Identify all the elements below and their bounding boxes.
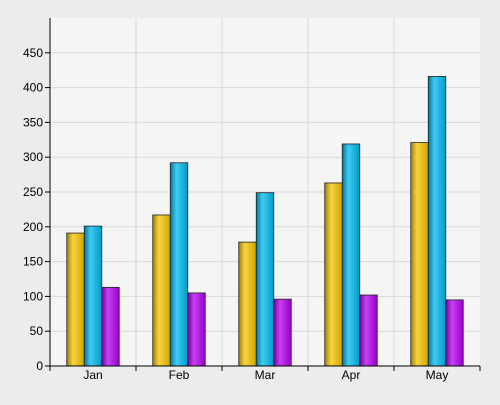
bar-apr-1 <box>341 143 361 367</box>
x-tick-labels: Jan Feb Mar Apr May <box>83 368 448 382</box>
bar-mar-0 <box>238 241 257 367</box>
bar-mar-2 <box>273 298 292 367</box>
x-tick-label: Mar <box>255 368 276 382</box>
y-tick-label: 250 <box>23 185 43 199</box>
y-tick-labels: 0 50 100 150 200 250 300 350 400 450 <box>23 46 43 373</box>
bar-jan-1 <box>83 225 103 367</box>
y-tick-label: 350 <box>23 115 43 129</box>
bar-feb-2 <box>187 292 206 367</box>
bar-jan-0 <box>66 232 85 367</box>
y-tick-label: 0 <box>36 359 43 373</box>
bar-may-2 <box>445 299 464 367</box>
bar-may-1 <box>427 76 447 367</box>
bar-feb-0 <box>152 214 171 367</box>
y-tick-label: 100 <box>23 289 43 303</box>
x-tick-label: Feb <box>169 368 190 382</box>
bar-jan-2 <box>101 286 120 367</box>
y-tick-label: 450 <box>23 46 43 60</box>
bar-apr-2 <box>359 294 378 367</box>
bar-feb-1 <box>169 162 189 367</box>
bar-may-0 <box>410 142 429 367</box>
axes <box>45 18 481 371</box>
y-tick-label: 300 <box>23 150 43 164</box>
x-tick-label: May <box>426 368 449 382</box>
y-tick-label: 400 <box>23 81 43 95</box>
y-tick-label: 50 <box>30 324 44 338</box>
x-tick-label: Apr <box>342 368 361 382</box>
x-tick-label: Jan <box>83 368 102 382</box>
y-tick-label: 150 <box>23 255 43 269</box>
y-tick-label: 200 <box>23 220 43 234</box>
bar-mar-1 <box>255 192 275 367</box>
bar-apr-0 <box>324 182 343 367</box>
